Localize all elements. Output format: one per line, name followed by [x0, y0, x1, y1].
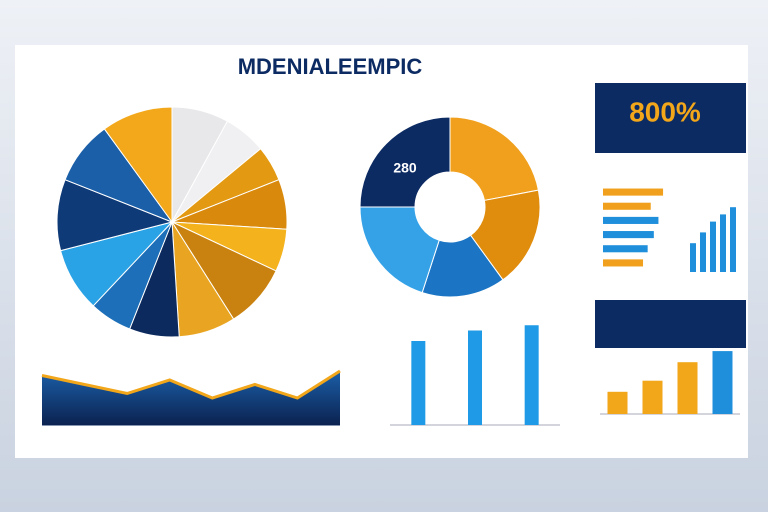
bar: [411, 341, 426, 425]
bar: [700, 232, 706, 272]
donut-segment: [359, 206, 440, 294]
info-box: [595, 300, 746, 348]
bar: [710, 221, 716, 272]
bar: [468, 330, 482, 425]
bar: [603, 245, 648, 253]
bar: [603, 202, 651, 210]
area: [42, 371, 340, 425]
bar: [603, 216, 659, 224]
area-line: [41, 369, 341, 400]
bar: [730, 207, 736, 272]
bar: [603, 231, 654, 239]
bar: [677, 362, 698, 414]
bar: [690, 243, 696, 272]
donut-center-label: 280: [393, 160, 417, 176]
pie-slice: [103, 106, 173, 224]
donut-segment: [359, 116, 451, 208]
kpi-value: 800%: [629, 96, 701, 127]
bar: [524, 325, 539, 425]
bar: [607, 391, 628, 414]
bar: [603, 259, 644, 267]
bar: [603, 188, 664, 196]
bar: [720, 214, 726, 272]
title: MDENIALEEMPIC: [238, 54, 423, 79]
donut-segment: [449, 116, 539, 202]
pie-slice: [56, 179, 174, 252]
kpi-box: [595, 83, 746, 153]
bar: [712, 351, 733, 414]
bar: [642, 380, 663, 414]
